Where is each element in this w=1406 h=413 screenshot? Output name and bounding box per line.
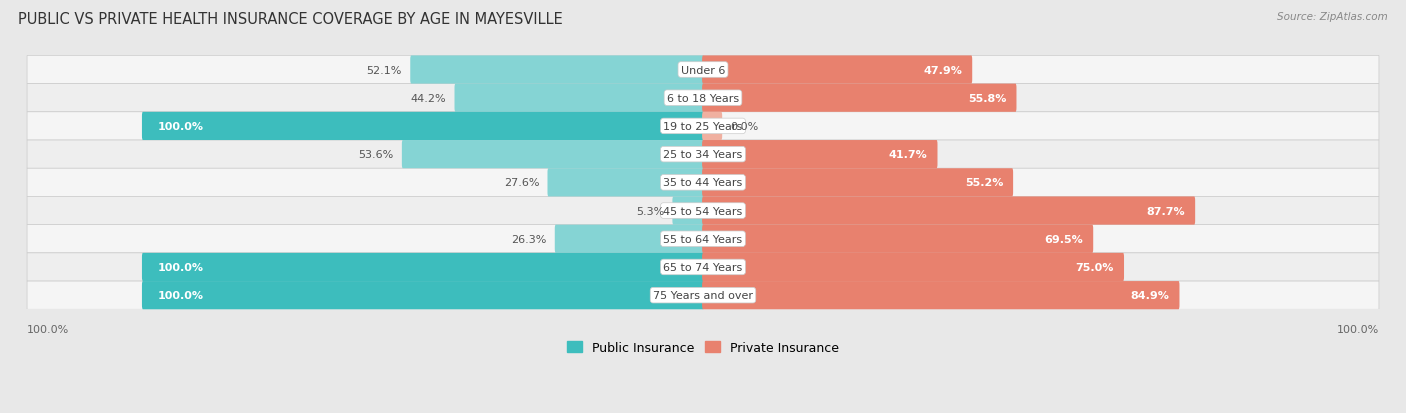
FancyBboxPatch shape [702, 253, 1123, 281]
FancyBboxPatch shape [702, 84, 1017, 113]
Text: 26.3%: 26.3% [512, 234, 547, 244]
Text: 25 to 34 Years: 25 to 34 Years [664, 150, 742, 160]
Text: 100.0%: 100.0% [157, 121, 204, 132]
FancyBboxPatch shape [702, 281, 1180, 309]
FancyBboxPatch shape [27, 169, 1379, 197]
Text: 100.0%: 100.0% [157, 262, 204, 272]
Text: 52.1%: 52.1% [367, 65, 402, 75]
FancyBboxPatch shape [702, 225, 1094, 253]
Text: 75 Years and over: 75 Years and over [652, 290, 754, 300]
FancyBboxPatch shape [27, 84, 1379, 113]
FancyBboxPatch shape [454, 84, 704, 113]
FancyBboxPatch shape [27, 253, 1379, 281]
Text: 53.6%: 53.6% [359, 150, 394, 160]
Text: 100.0%: 100.0% [1337, 324, 1379, 334]
Text: 84.9%: 84.9% [1130, 290, 1170, 300]
Text: 69.5%: 69.5% [1045, 234, 1083, 244]
Text: 6 to 18 Years: 6 to 18 Years [666, 93, 740, 104]
FancyBboxPatch shape [142, 253, 704, 281]
FancyBboxPatch shape [702, 113, 723, 141]
FancyBboxPatch shape [27, 56, 1379, 84]
Text: 47.9%: 47.9% [924, 65, 962, 75]
FancyBboxPatch shape [27, 141, 1379, 169]
FancyBboxPatch shape [402, 141, 704, 169]
Text: 19 to 25 Years: 19 to 25 Years [664, 121, 742, 132]
FancyBboxPatch shape [27, 281, 1379, 309]
Text: 65 to 74 Years: 65 to 74 Years [664, 262, 742, 272]
FancyBboxPatch shape [27, 197, 1379, 225]
Text: 87.7%: 87.7% [1146, 206, 1185, 216]
Text: 100.0%: 100.0% [27, 324, 69, 334]
FancyBboxPatch shape [547, 169, 704, 197]
Text: 75.0%: 75.0% [1076, 262, 1114, 272]
FancyBboxPatch shape [702, 197, 1195, 225]
Legend: Public Insurance, Private Insurance: Public Insurance, Private Insurance [562, 336, 844, 359]
Text: 27.6%: 27.6% [503, 178, 540, 188]
Text: 55 to 64 Years: 55 to 64 Years [664, 234, 742, 244]
Text: PUBLIC VS PRIVATE HEALTH INSURANCE COVERAGE BY AGE IN MAYESVILLE: PUBLIC VS PRIVATE HEALTH INSURANCE COVER… [18, 12, 562, 27]
Text: 45 to 54 Years: 45 to 54 Years [664, 206, 742, 216]
FancyBboxPatch shape [702, 56, 972, 84]
Text: 35 to 44 Years: 35 to 44 Years [664, 178, 742, 188]
Text: 100.0%: 100.0% [157, 290, 204, 300]
FancyBboxPatch shape [672, 197, 704, 225]
FancyBboxPatch shape [555, 225, 704, 253]
FancyBboxPatch shape [702, 169, 1014, 197]
Text: 55.8%: 55.8% [969, 93, 1007, 104]
Text: 44.2%: 44.2% [411, 93, 446, 104]
Text: 55.2%: 55.2% [965, 178, 1002, 188]
FancyBboxPatch shape [411, 56, 704, 84]
FancyBboxPatch shape [142, 281, 704, 309]
Text: Under 6: Under 6 [681, 65, 725, 75]
Text: 0.0%: 0.0% [730, 121, 759, 132]
FancyBboxPatch shape [27, 113, 1379, 141]
FancyBboxPatch shape [142, 113, 704, 141]
Text: Source: ZipAtlas.com: Source: ZipAtlas.com [1277, 12, 1388, 22]
Text: 5.3%: 5.3% [636, 206, 664, 216]
FancyBboxPatch shape [27, 225, 1379, 253]
Text: 41.7%: 41.7% [889, 150, 928, 160]
FancyBboxPatch shape [702, 141, 938, 169]
